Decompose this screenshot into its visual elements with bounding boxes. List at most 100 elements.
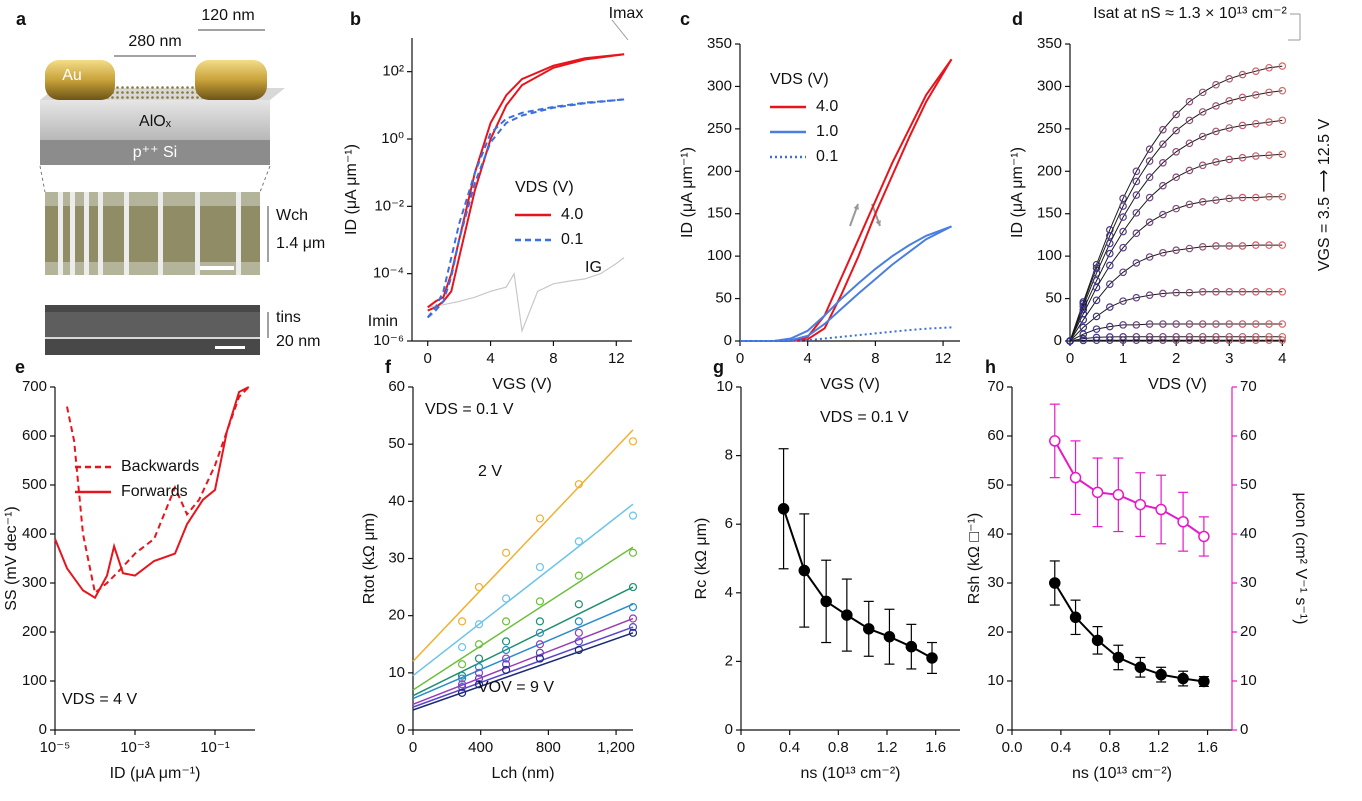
x-tick-label: 0.4 (779, 739, 800, 756)
data-point (1145, 145, 1154, 154)
data-point (474, 582, 484, 592)
data-point (1265, 118, 1273, 126)
y2-axis-label: μcon (cm² V⁻¹ s⁻¹) (1292, 493, 1309, 625)
data-point (628, 437, 638, 446)
data-point (1238, 336, 1247, 344)
data-point (1252, 193, 1260, 202)
data-point (535, 648, 545, 657)
data-point (1106, 280, 1114, 288)
data-point (1212, 336, 1220, 344)
data-point (1134, 498, 1147, 511)
thickness-label: 20 nm (276, 333, 320, 350)
contact-pad (195, 60, 267, 100)
data-point (798, 564, 811, 577)
y-tick-label: 6 (725, 515, 733, 532)
data-point (1112, 489, 1125, 501)
data-point (1265, 241, 1273, 249)
x-tick-label: 2 (1172, 350, 1180, 367)
data-point (1159, 336, 1167, 344)
x-tick-label: 0.4 (1050, 739, 1071, 756)
x-tick-label: 0.8 (1099, 739, 1120, 756)
series-line (782, 508, 933, 659)
y-tick-label: 600 (22, 427, 47, 444)
x-tick-label: 10⁻⁵ (40, 739, 71, 756)
x-tick-label: 0 (737, 739, 745, 756)
data-point (1225, 287, 1234, 296)
y2-tick-label: 20 (1240, 623, 1257, 640)
data-point (1132, 209, 1141, 217)
y-axis-label: ID (μA μm⁻¹) (679, 147, 696, 238)
data-point (1185, 139, 1194, 148)
y-tick-label: 60 (987, 427, 1004, 444)
y-tick-label: 250 (1037, 120, 1062, 137)
arrow-head (853, 204, 859, 210)
data-point (1172, 147, 1180, 156)
data-point (1132, 177, 1141, 186)
y-tick-label: 100 (22, 672, 47, 689)
channel-layer (100, 86, 205, 99)
y-tick-label: 250 (707, 120, 732, 137)
y-axis-label: Rtot (kΩ μm) (361, 513, 378, 604)
data-point (1106, 336, 1114, 344)
data-point (1159, 289, 1167, 298)
data-point (1132, 229, 1141, 238)
data-point (1172, 204, 1180, 213)
x-axis-label: VGS (V) (492, 376, 552, 393)
panel-label: b (350, 9, 361, 29)
data-point (1185, 320, 1194, 328)
data-point (1212, 158, 1220, 166)
data-point (1265, 287, 1273, 296)
data-point (574, 480, 583, 489)
data-point (1225, 320, 1234, 328)
data-point (474, 680, 484, 689)
x-axis-label: ns (10¹³ cm⁻²) (1072, 765, 1172, 782)
data-point (1212, 242, 1220, 250)
sem-channel (45, 206, 260, 262)
data-point (1225, 194, 1234, 203)
data-point (1278, 116, 1287, 125)
data-point (1252, 287, 1260, 296)
x-tick-label: 0 (424, 350, 432, 367)
fit-line (412, 503, 634, 677)
data-point (1225, 97, 1234, 105)
data-point (1155, 668, 1167, 681)
annotation: Imin (368, 313, 398, 330)
y-tick-label: 10⁰ (381, 130, 404, 147)
data-point (474, 674, 484, 683)
y-tick-label: 0 (725, 721, 733, 738)
tem-layer (45, 312, 260, 337)
y-tick-label: 0 (397, 721, 405, 738)
series-line-reverse (740, 58, 953, 342)
y-tick-label: 40 (987, 525, 1004, 542)
data-point (1225, 336, 1234, 344)
annotation: VOV = 9 V (478, 679, 554, 696)
data-point (1091, 634, 1104, 647)
data-point (1177, 672, 1189, 685)
data-point (1079, 315, 1088, 324)
data-point (1265, 63, 1273, 72)
data-point (1145, 336, 1154, 344)
data-point (1238, 320, 1247, 328)
data-point (535, 597, 545, 606)
data-point (574, 637, 583, 646)
data-point (1049, 435, 1061, 447)
fit-line (412, 632, 634, 711)
series-line (426, 98, 625, 319)
data-point (1172, 320, 1180, 328)
data-point (574, 645, 583, 655)
annotation: VDS = 4 V (62, 691, 137, 708)
data-point (628, 548, 638, 557)
data-point (1278, 332, 1287, 341)
data-point (474, 654, 484, 663)
y-tick-label: 350 (1037, 35, 1062, 52)
y-tick-label: 50 (388, 435, 405, 452)
fit-line (1069, 196, 1283, 342)
fit-line (1069, 323, 1283, 342)
data-point (1198, 108, 1207, 116)
data-point (1172, 126, 1180, 135)
y-tick-label: 0 (996, 721, 1004, 738)
fit-line (412, 546, 634, 691)
data-point (1069, 611, 1082, 624)
x-tick-label: 8 (871, 350, 879, 367)
